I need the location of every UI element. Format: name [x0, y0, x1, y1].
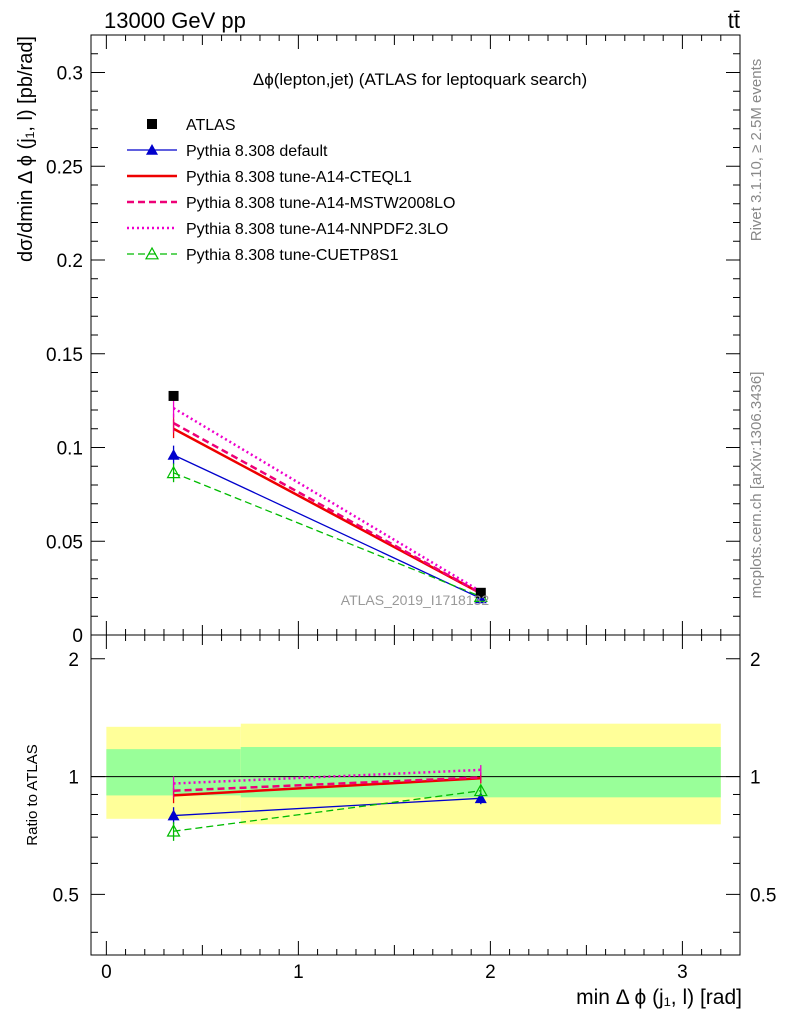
- y-axis-label: dσ/dmin Δ ϕ (j₁, l) [pb/rad]: [15, 36, 37, 262]
- x-tick-label: 2: [485, 962, 496, 983]
- legend-marker-4: [144, 246, 160, 260]
- x-tick-label: 1: [293, 962, 304, 983]
- y-tick-label: 0.2: [57, 251, 83, 272]
- x-tick-label: 3: [677, 962, 688, 983]
- ratio-line-1: [173, 777, 481, 797]
- ratio-line-0: [173, 797, 481, 817]
- watermark: ATLAS_2019_I1718132: [341, 592, 490, 608]
- y-tick-label: 0: [72, 626, 83, 647]
- ratio-tick-label-right: 2: [750, 650, 761, 671]
- legend-label-0: Pythia 8.308 default: [186, 143, 328, 160]
- mcplots-label: mcplots.cern.ch [arXiv:1306.3436]: [748, 372, 765, 599]
- series-line-1: [172, 427, 482, 595]
- ratio-point-0-0: [167, 809, 180, 821]
- ratio-line-4: [173, 790, 481, 832]
- y-tick-label: 0.3: [57, 64, 83, 85]
- series-line-3: [172, 407, 482, 593]
- ratio-tick-label: 1: [68, 768, 79, 789]
- y-tick-label: 0.1: [57, 439, 83, 460]
- series-point-4-0: [166, 465, 181, 479]
- y-tick-label: 0.15: [46, 345, 83, 366]
- x-axis-label: min Δ ϕ (j₁, l) [rad]: [576, 986, 742, 1009]
- series-point-0-0: [167, 449, 180, 460]
- ratio-line-2: [173, 776, 481, 792]
- series-line-2: [172, 422, 482, 595]
- process-label: tt̄: [728, 8, 740, 33]
- ratio-point-0-1: [474, 792, 487, 804]
- rivet-label: Rivet 3.1.10, ≥ 2.5M events: [748, 59, 765, 242]
- legend-marker-0: [146, 144, 158, 155]
- legend-label-4: Pythia 8.308 tune-CUETP8S1: [186, 247, 399, 264]
- legend-marker-data: [147, 119, 157, 129]
- y-tick-label: 0.05: [46, 532, 83, 553]
- data-point-0: [168, 390, 179, 401]
- ratio-line-3: [173, 768, 481, 785]
- legend-label-2: Pythia 8.308 tune-A14-MSTW2008LO: [186, 195, 455, 212]
- ratio-tick-label-right: 0.5: [750, 885, 776, 906]
- energy-label: 13000 GeV pp: [104, 8, 246, 33]
- ratio-axis-label: Ratio to ATLAS: [24, 744, 41, 845]
- series-line-4: [173, 472, 482, 598]
- chart-title: Δϕ(lepton,jet) (ATLAS for leptoquark sea…: [253, 70, 587, 89]
- ratio-tick-label-right: 1: [750, 768, 761, 789]
- ratio-tick-label: 2: [68, 650, 79, 671]
- series-line-0: [173, 454, 482, 600]
- ratio-point-4-1: [473, 783, 488, 797]
- legend-label-data: ATLAS: [186, 117, 236, 134]
- data-point-1: [475, 587, 486, 598]
- x-tick-label: 0: [101, 962, 112, 983]
- legend-label-1: Pythia 8.308 tune-A14-CTEQL1: [186, 169, 412, 186]
- legend-label-3: Pythia 8.308 tune-A14-NNPDF2.3LO: [186, 221, 448, 238]
- ratio-plot-frame: [90, 634, 741, 956]
- ratio-tick-label: 0.5: [53, 885, 79, 906]
- ratio-point-4-0: [166, 823, 181, 837]
- y-tick-label: 0.25: [46, 157, 83, 178]
